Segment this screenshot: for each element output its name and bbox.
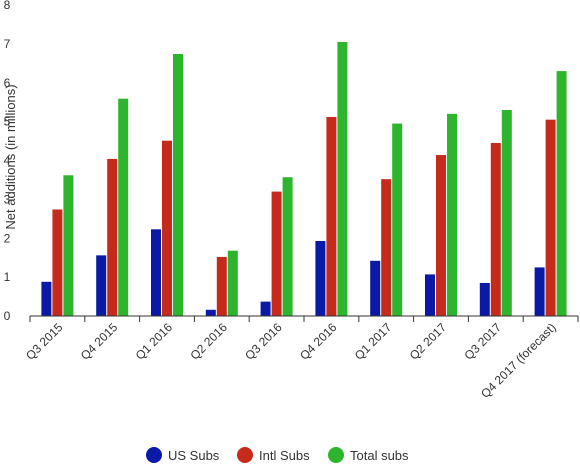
legend-label: Total subs: [350, 448, 409, 463]
y-tick-label: 2: [4, 231, 11, 245]
bar-us-subs: [534, 267, 545, 316]
x-tick-label: Q2 2016: [187, 320, 230, 363]
bar-us-subs: [151, 229, 161, 316]
bar-us-subs: [425, 274, 435, 316]
bar-intl-subs: [162, 140, 172, 316]
bars: [41, 41, 567, 317]
bar-intl-subs: [490, 143, 501, 316]
bar-total-subs: [337, 41, 348, 317]
bar-intl-subs: [271, 191, 282, 316]
x-tick-label: Q2 2017: [407, 320, 450, 363]
bar-total-subs: [227, 250, 238, 316]
y-tick-label: 1: [4, 270, 11, 284]
y-tick-label: 0: [4, 309, 11, 323]
legend-label: US Subs: [168, 448, 220, 463]
x-tick-label: Q1 2016: [133, 320, 176, 363]
legend-swatch: [328, 447, 344, 463]
y-tick-label: 4: [4, 154, 11, 168]
bar-total-subs: [392, 123, 403, 316]
bar-total-subs: [556, 71, 567, 317]
bar-us-subs: [479, 282, 490, 316]
bar-us-subs: [41, 281, 52, 316]
y-axis-ticks: 0 1 2 3 4 5 6 7 8: [4, 0, 11, 323]
y-tick-label: 3: [4, 192, 11, 206]
bar-us-subs: [315, 240, 326, 316]
y-tick-label: 6: [4, 76, 11, 90]
x-tick-label: Q3 2015: [23, 320, 66, 363]
bar-total-subs: [63, 175, 74, 316]
bar-us-subs: [96, 255, 107, 316]
bar-intl-subs: [107, 158, 118, 316]
legend-label: Intl Subs: [259, 448, 310, 463]
legend-swatch: [237, 447, 253, 463]
y-tick-label: 5: [4, 115, 11, 129]
y-tick-label: 7: [4, 37, 11, 51]
bar-total-subs: [501, 109, 512, 317]
bar-total-subs: [173, 53, 183, 317]
bar-total-subs: [447, 113, 457, 316]
y-tick-label: 8: [4, 0, 11, 12]
legend-swatch: [146, 447, 162, 463]
x-tick-label: Q1 2017: [352, 320, 395, 363]
bar-us-subs: [205, 309, 216, 316]
bar-intl-subs: [216, 256, 227, 316]
bar-us-subs: [370, 260, 381, 316]
y-axis-title: Net additions (in millions): [3, 84, 18, 229]
bar-intl-subs: [326, 116, 337, 317]
bar-total-subs: [118, 98, 129, 316]
bar-intl-subs: [545, 119, 556, 317]
bar-intl-subs: [436, 155, 446, 316]
x-tick-label: Q3 2016: [242, 320, 285, 363]
x-tick-label: Q4 2015: [78, 320, 121, 363]
x-tick-label: Q4 2016: [297, 320, 340, 363]
x-tick-label: Q3 2017: [461, 320, 504, 363]
bar-total-subs: [282, 177, 293, 316]
bar-us-subs: [260, 301, 271, 316]
bar-intl-subs: [381, 179, 392, 316]
x-axis-ticks: Q3 2015 Q4 2015 Q1 2016 Q2 2016 Q3 2016 Q4 20…: [23, 316, 579, 401]
legend: US Subs Intl Subs Total subs: [146, 447, 409, 463]
bar-intl-subs: [52, 209, 63, 316]
